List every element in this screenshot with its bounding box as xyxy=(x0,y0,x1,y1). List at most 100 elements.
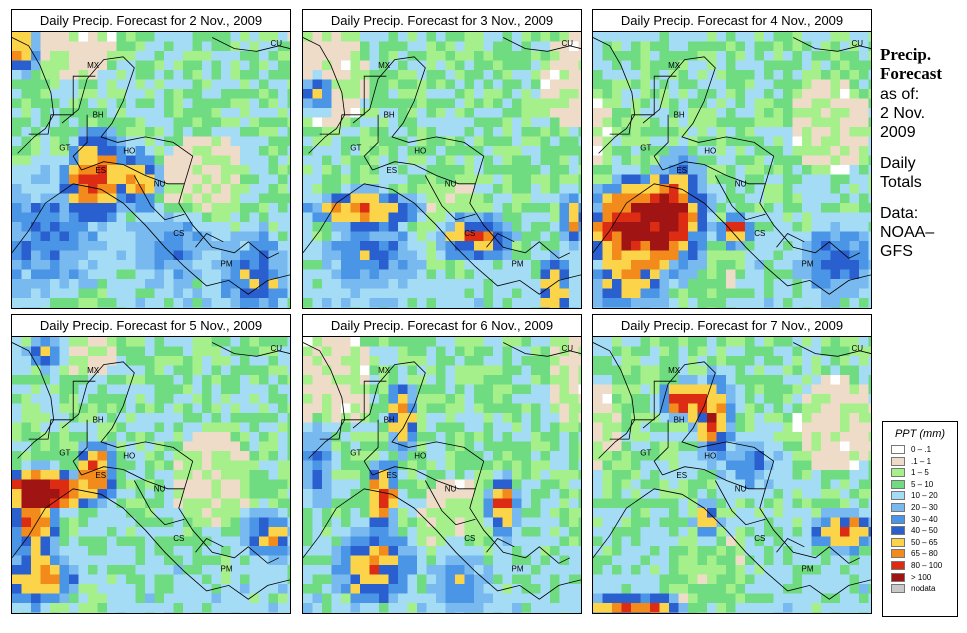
precip-cell xyxy=(278,517,288,528)
precip-cell xyxy=(540,241,551,251)
precip-cell xyxy=(369,108,380,118)
precip-cell xyxy=(97,231,108,242)
precip-cell xyxy=(107,288,117,299)
precip-cell xyxy=(12,288,22,299)
precip-cell xyxy=(107,375,117,385)
precip-cell xyxy=(135,508,146,518)
precip-cell xyxy=(436,394,446,404)
precip-cell xyxy=(145,422,155,433)
precip-cell xyxy=(716,269,727,280)
precip-cell xyxy=(474,574,484,585)
precip-cell xyxy=(135,451,146,461)
precip-cell xyxy=(154,517,165,528)
precip-cell xyxy=(849,70,860,80)
precip-cell xyxy=(821,117,831,128)
precip-cell xyxy=(840,108,850,118)
precip-cell xyxy=(559,155,570,166)
precip-cell xyxy=(811,212,822,223)
precip-cell xyxy=(559,203,570,213)
precip-cell xyxy=(531,231,541,242)
precip-cell xyxy=(830,432,841,442)
precip-cell xyxy=(868,231,871,242)
precip-cell xyxy=(612,394,622,404)
precip-cell xyxy=(697,337,708,347)
precip-cell xyxy=(612,337,622,347)
precip-cell xyxy=(764,422,774,433)
precip-cell xyxy=(135,70,146,80)
precip-cell xyxy=(716,441,727,452)
precip-cell xyxy=(783,79,793,90)
precip-cell xyxy=(493,79,503,90)
precip-cell xyxy=(483,41,494,52)
precip-cell xyxy=(531,574,541,585)
precip-cell xyxy=(540,356,551,366)
precip-cell xyxy=(59,117,70,128)
precip-cell xyxy=(792,298,803,308)
precip-cell xyxy=(631,422,641,433)
precip-cell xyxy=(493,212,503,223)
precip-cell xyxy=(650,260,660,270)
country-border xyxy=(424,175,476,221)
precip-cell xyxy=(650,193,660,204)
precip-cell xyxy=(821,136,831,147)
precip-cell xyxy=(126,356,136,366)
precip-cell xyxy=(369,584,380,594)
precip-cell xyxy=(398,612,408,613)
precip-cell xyxy=(303,337,313,347)
precip-cell xyxy=(502,127,513,137)
precip-cell xyxy=(754,384,765,395)
precip-cell xyxy=(417,365,427,376)
precip-cell xyxy=(303,108,313,118)
precip-cell xyxy=(631,127,641,137)
precip-cell xyxy=(521,356,532,366)
precip-cell xyxy=(88,155,98,166)
precip-cell xyxy=(21,136,32,147)
precip-cell xyxy=(202,413,212,423)
precip-cell xyxy=(669,269,679,280)
precip-cell xyxy=(745,241,755,251)
precip-cell xyxy=(259,489,269,499)
precip-cell xyxy=(126,394,136,404)
precip-cell xyxy=(379,250,389,261)
precip-cell xyxy=(540,422,551,433)
precip-cell xyxy=(312,593,323,604)
precip-cell xyxy=(173,41,184,52)
precip-cell xyxy=(116,241,127,251)
precip-cell xyxy=(474,184,484,194)
precip-cell xyxy=(426,89,437,99)
precip-cell xyxy=(126,127,136,137)
precip-cell xyxy=(650,32,660,42)
precip-cell xyxy=(868,260,871,270)
precip-cell xyxy=(707,165,717,175)
precip-cell xyxy=(211,346,222,357)
precip-cell xyxy=(578,384,581,395)
precip-cell xyxy=(211,32,222,42)
precip-cell xyxy=(388,260,399,270)
precip-cell xyxy=(474,155,484,166)
precip-cell xyxy=(631,441,641,452)
precip-cell xyxy=(164,422,174,433)
precip-cell xyxy=(230,117,241,128)
precip-cell xyxy=(559,60,570,71)
precip-cell xyxy=(59,375,70,385)
precip-cell xyxy=(350,574,361,585)
precip-cell xyxy=(31,527,41,537)
precip-cell xyxy=(40,51,51,61)
precip-cell xyxy=(268,51,279,61)
precip-cell xyxy=(745,117,755,128)
precip-cell xyxy=(116,546,127,556)
precip-cell xyxy=(88,536,98,547)
precip-cell xyxy=(59,298,70,308)
precip-cell xyxy=(221,269,231,280)
precip-cell xyxy=(678,422,689,433)
precip-cell xyxy=(830,51,841,61)
precip-cell xyxy=(287,555,290,566)
precip-cell xyxy=(483,231,494,242)
precip-cell xyxy=(145,32,155,42)
precip-cell xyxy=(59,394,70,404)
precip-cell xyxy=(792,184,803,194)
precip-cell xyxy=(512,165,522,175)
precip-cell xyxy=(360,517,370,528)
precip-cell xyxy=(407,470,418,480)
precip-cell xyxy=(312,546,323,556)
